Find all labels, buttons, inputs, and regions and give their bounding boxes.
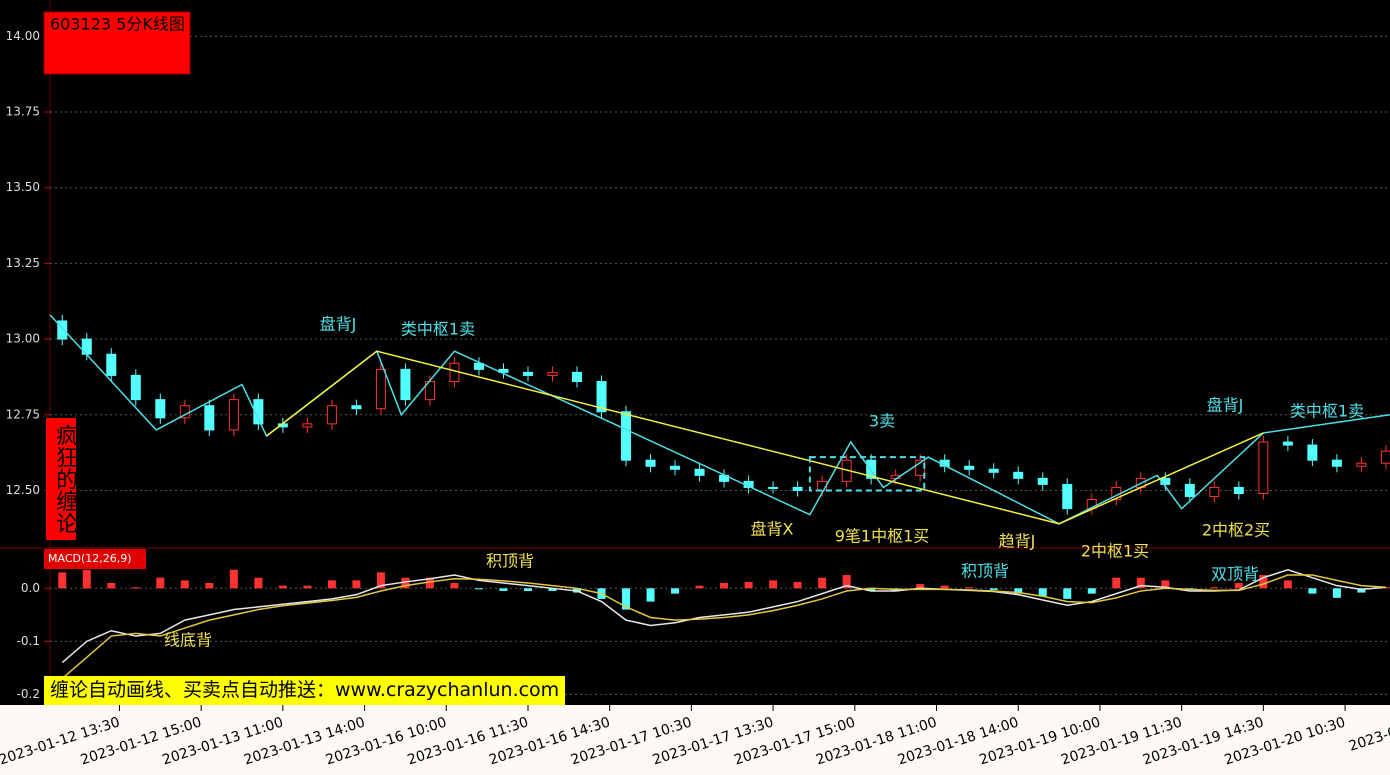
candle-body [351, 405, 362, 410]
annotation: 盘背J [1207, 396, 1244, 415]
candle-body [1331, 459, 1342, 467]
annotation: 积顶背 [486, 552, 534, 571]
pivot-box [808, 456, 926, 492]
candle-body [473, 362, 484, 370]
annotation: 积顶背 [961, 562, 1009, 581]
macd-title: MACD(12,26,9) [48, 552, 132, 565]
annotation: 盘背J [320, 315, 357, 334]
annotation: 趋背J [999, 532, 1036, 551]
candle-body [1209, 486, 1220, 498]
candle-body [155, 399, 166, 419]
y-tick-label: 13.50 [6, 180, 40, 194]
y-tick-label: 13.00 [6, 332, 40, 346]
candle-body [1282, 441, 1293, 446]
candle-body [988, 468, 999, 473]
y-tick-label: 13.75 [6, 105, 40, 119]
candle-body [375, 368, 386, 410]
candle-body [1307, 444, 1318, 461]
candle-body [1258, 441, 1269, 495]
candle-body [1380, 450, 1390, 464]
candle-body [1062, 483, 1073, 510]
title-box [43, 11, 191, 75]
candle-body [768, 486, 779, 489]
annotation: 盘背X [751, 520, 794, 539]
annotation: 线底背 [164, 631, 212, 650]
annotation: 类中枢1卖 [401, 320, 475, 339]
banner: 缠论自动画线、买卖点自动推送：www.crazychanlun.com [44, 676, 566, 705]
candle-body [645, 459, 656, 467]
macd-title-box [44, 549, 146, 569]
candle-body [400, 368, 411, 401]
y-tick-label: -0.1 [17, 634, 40, 648]
line-series [61, 568, 1386, 664]
line-series [49, 314, 1390, 525]
candle-body [964, 465, 975, 470]
y-tick-label: 0.0 [21, 581, 40, 595]
annotation: 2中枢2买 [1202, 521, 1270, 540]
candle-body [228, 399, 239, 431]
plot-background [0, 0, 1390, 705]
y-tick-label: 14.00 [6, 29, 40, 43]
candle-body [1184, 483, 1195, 498]
annotation: 双顶背 [1211, 565, 1259, 584]
candle-body [522, 371, 533, 376]
line-series [266, 350, 1264, 525]
candle-body [596, 380, 607, 413]
y-tick-label: 12.75 [6, 407, 40, 421]
candle-body [621, 411, 632, 461]
y-tick-label: 12.50 [6, 483, 40, 497]
candle-body [1037, 477, 1048, 485]
annotation: 2中枢1买 [1081, 542, 1149, 561]
x-tick-label: 2023-01-20 [1347, 714, 1390, 754]
candle-body [547, 371, 558, 376]
candle-body [792, 486, 803, 491]
annotation: 类中枢1卖 [1290, 402, 1364, 421]
candle-body [302, 423, 313, 428]
candle-body [1013, 471, 1024, 479]
candle-body [1356, 462, 1367, 467]
candle-body [253, 399, 264, 425]
candle-body [694, 468, 705, 476]
line-series [61, 574, 1386, 680]
candle-body [1233, 486, 1244, 495]
candle-body [572, 371, 583, 382]
chart-title: 603123 5分K线图 [50, 15, 185, 34]
annotation: 3卖 [869, 412, 895, 431]
candle-body [670, 465, 681, 470]
candle-body [204, 405, 215, 431]
watermark: 疯狂的缠论 [46, 418, 77, 540]
y-tick-label: -0.2 [17, 687, 40, 701]
y-tick-label: 13.25 [6, 256, 40, 270]
candle-body [57, 320, 68, 340]
annotation: 9笔1中枢1买 [835, 527, 930, 546]
candle-body [326, 405, 337, 425]
candle-body [130, 374, 141, 401]
candle-body [106, 353, 117, 376]
